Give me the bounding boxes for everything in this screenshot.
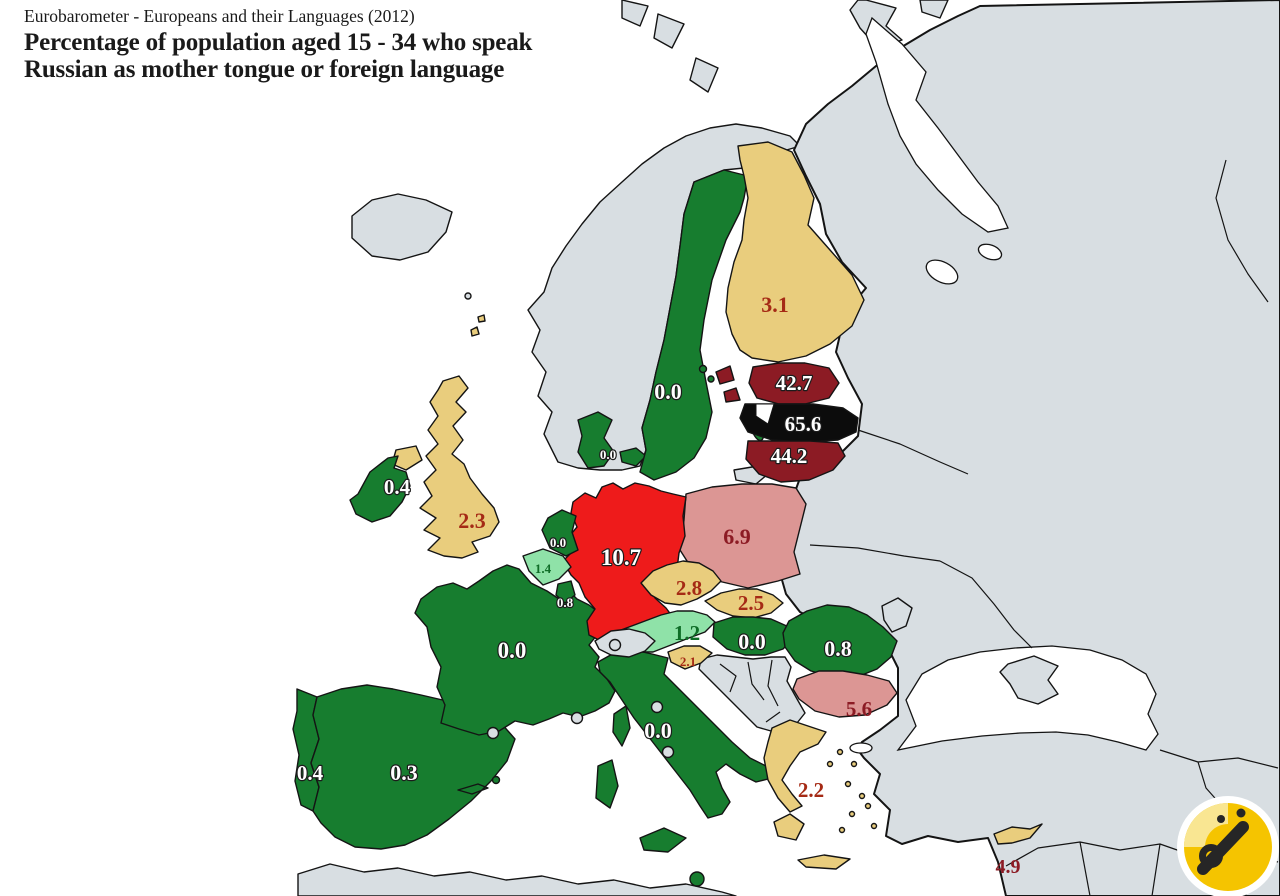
sea-marmara — [849, 742, 873, 754]
value-label-portugal: 0.4 — [297, 761, 324, 785]
country-greece — [763, 719, 851, 870]
source-line: Eurobarometer - Europeans and their Lang… — [24, 6, 415, 26]
country-bulgaria — [792, 670, 898, 718]
value-label-sweden: 0.0 — [654, 379, 682, 404]
value-label-hungary: 0.0 — [738, 629, 766, 654]
value-label-luxembourg: 0.8 — [557, 595, 574, 610]
logo-page-fold — [1184, 803, 1228, 847]
lake-ladoga — [925, 259, 959, 285]
value-label-denmark: 0.0 — [600, 447, 616, 462]
country-malta — [689, 871, 705, 887]
title-line-1: Percentage of population aged 15 - 34 wh… — [24, 29, 533, 56]
logo-glyph-dot-right — [1236, 808, 1246, 818]
value-label-lithuania: 44.2 — [771, 444, 808, 468]
value-label-ireland: 0.4 — [384, 475, 411, 499]
dot-liechtenstein — [608, 638, 622, 652]
country-belgium — [522, 548, 572, 586]
internal-borders-east — [809, 159, 1279, 896]
greek-islands — [826, 748, 878, 834]
page-title: Percentage of population aged 15 - 34 wh… — [24, 29, 532, 83]
value-label-netherlands: 0.0 — [550, 535, 566, 550]
dot-andorra — [486, 726, 500, 740]
value-label-greece: 2.2 — [798, 778, 824, 802]
region-faroe-islands — [464, 292, 472, 300]
dot-san-marino — [650, 700, 664, 714]
region-iceland — [351, 193, 453, 261]
country-cyprus — [993, 823, 1043, 845]
value-label-united-kingdom: 2.3 — [458, 508, 486, 533]
island-aland-2 — [707, 375, 715, 383]
region-western-balkans — [698, 654, 806, 732]
region-switzerland — [594, 628, 656, 658]
country-lithuania — [745, 440, 846, 483]
country-italy — [595, 649, 773, 853]
region-crimea — [999, 655, 1059, 705]
value-label-romania: 0.8 — [824, 636, 852, 661]
header: Eurobarometer - Europeans and their Lang… — [24, 6, 532, 83]
value-label-bulgaria: 5.6 — [846, 697, 872, 721]
value-label-poland: 6.9 — [723, 524, 751, 549]
lake-onega — [977, 243, 1003, 261]
value-label-estonia: 42.7 — [776, 371, 813, 395]
logo-glyph-dot-left — [1217, 815, 1225, 823]
value-label-czech-republic: 2.8 — [676, 576, 702, 600]
country-estonia — [715, 362, 840, 405]
value-label-latvia: 65.6 — [785, 412, 822, 436]
island-aland-1 — [698, 364, 708, 374]
country-netherlands — [541, 509, 579, 557]
region-north-africa — [297, 863, 737, 896]
country-finland — [725, 141, 865, 363]
country-germany — [562, 482, 687, 646]
brand-logo — [1177, 796, 1279, 896]
value-label-italy: 0.0 — [644, 718, 672, 743]
region-arctic-islands — [621, 0, 949, 93]
dot-vatican — [661, 745, 675, 759]
island-balearic — [491, 775, 501, 785]
value-label-slovakia: 2.5 — [738, 591, 764, 615]
country-luxembourg — [555, 580, 576, 604]
country-united-kingdom — [391, 314, 500, 559]
value-label-austria: 1.2 — [674, 621, 700, 645]
microstate-dots — [486, 638, 675, 759]
country-sweden — [639, 169, 749, 481]
value-label-germany: 10.7 — [601, 545, 641, 570]
dot-monaco — [570, 711, 584, 725]
sea-white-sea — [865, 16, 1009, 233]
country-romania — [782, 604, 898, 678]
value-label-france: 0.0 — [498, 638, 527, 663]
country-slovakia — [704, 588, 784, 619]
value-label-belgium: 1.4 — [535, 561, 552, 576]
region-moldova — [881, 597, 913, 633]
title-line-2: Russian as mother tongue or foreign lang… — [24, 56, 505, 83]
value-label-slovenia: 2.1 — [680, 654, 696, 669]
country-slovenia — [667, 645, 713, 670]
value-label-finland: 3.1 — [761, 292, 789, 317]
country-czech-republic — [640, 560, 722, 606]
value-label-cyprus: 4.9 — [996, 856, 1021, 878]
gulf-of-riga — [755, 403, 775, 425]
value-label-spain: 0.3 — [390, 760, 418, 785]
country-ireland — [349, 455, 411, 523]
country-denmark — [577, 411, 647, 469]
internal-borders-balkans — [719, 659, 781, 723]
logo-glyph-stroke — [1197, 821, 1249, 875]
